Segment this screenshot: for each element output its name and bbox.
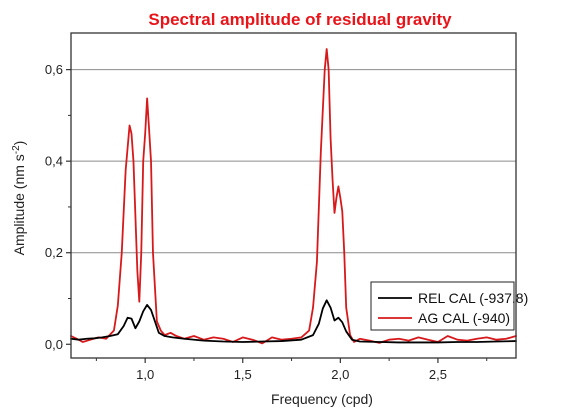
y-tick-label-1: 0,2 <box>45 245 63 260</box>
legend: REL CAL (-937.8) AG CAL (-940) <box>370 281 528 331</box>
x-tick-label-2: 2,0 <box>331 367 349 382</box>
x-tick-label-0: 1,0 <box>136 367 154 382</box>
y-axis-label-main: Amplitude (nm s <box>11 154 27 255</box>
series-layer <box>70 48 517 345</box>
plot-frame <box>70 32 517 359</box>
legend-label-rel-cal: REL CAL (-937.8) <box>418 290 528 306</box>
y-axis-label-close: ) <box>11 141 27 146</box>
axis-ticks: 0,0 0,2 0,4 0,6 1,0 1,5 2,0 2,5 <box>45 62 488 382</box>
y-tick-label-2: 0,4 <box>45 154 63 169</box>
y-tick-label-0: 0,0 <box>45 337 63 352</box>
x-tick-label-1: 1,5 <box>234 367 252 382</box>
chart-title: Spectral amplitude of residual gravity <box>148 10 452 29</box>
grid-lines <box>71 69 516 254</box>
x-axis-label: Frequency (cpd) <box>271 391 373 407</box>
series-line-rel-cal <box>70 299 517 344</box>
y-axis-label: Amplitude (nm s-2) <box>11 141 28 256</box>
y-axis-label-sup: -2 <box>11 145 22 154</box>
legend-box <box>370 281 515 331</box>
y-tick-label-3: 0,6 <box>45 62 63 77</box>
x-tick-label-3: 2,5 <box>429 367 447 382</box>
series-line-ag-cal <box>70 48 517 345</box>
legend-label-ag-cal: AG CAL (-940) <box>418 310 510 326</box>
